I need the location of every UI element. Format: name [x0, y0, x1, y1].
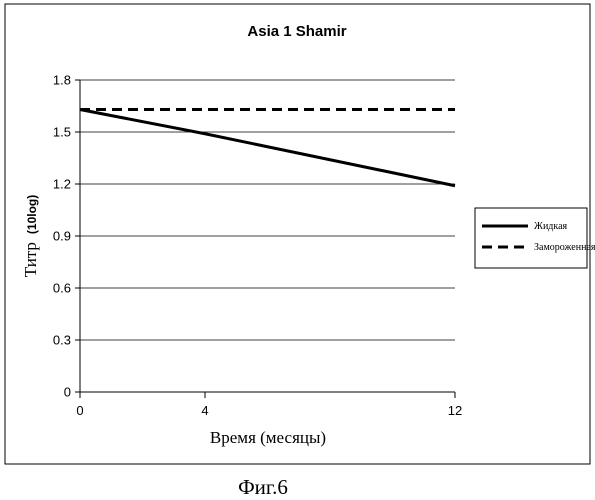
y-axis-label-main: Титр	[21, 242, 40, 277]
y-ticks: 0 0.3 0.6 0.9 1.2 1.5 1.8	[53, 73, 80, 400]
y-axis-label: Титр (10log)	[21, 195, 40, 278]
x-tick-label: 12	[448, 403, 462, 418]
y-tick-label: 1.5	[53, 125, 71, 140]
y-tick-label: 1.8	[53, 73, 71, 88]
x-tick-label: 0	[76, 403, 83, 418]
legend: Жидкая Замороженная	[475, 208, 595, 268]
y-tick-label: 0	[64, 385, 71, 400]
legend-label-frozen: Замороженная	[534, 242, 595, 253]
legend-box	[475, 208, 587, 268]
y-tick-label: 1.2	[53, 177, 71, 192]
x-axis-label: Время (месяцы)	[210, 428, 326, 447]
series-line-liquid	[80, 109, 455, 185]
series-lines	[80, 109, 455, 185]
y-axis-label-unit: (10log)	[25, 195, 39, 234]
chart-title: Asia 1 Shamir	[247, 23, 346, 40]
chart-frame	[5, 4, 590, 464]
x-tick-label: 4	[201, 403, 208, 418]
x-ticks: 0 4 12	[76, 392, 462, 418]
y-tick-label: 0.9	[53, 229, 71, 244]
legend-label-liquid: Жидкая	[534, 221, 568, 232]
svg-text:Титр (10log): Титр (10log)	[21, 195, 40, 278]
y-tick-label: 0.3	[53, 333, 71, 348]
y-tick-label: 0.6	[53, 281, 71, 296]
figure-caption: Фиг.6	[238, 475, 288, 499]
